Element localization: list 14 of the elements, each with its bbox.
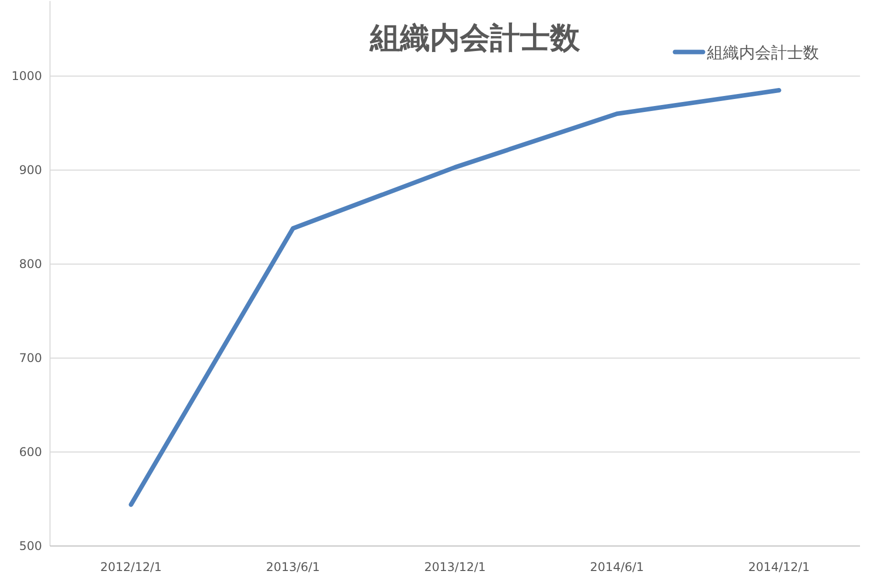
y-tick-label: 900 xyxy=(19,163,42,178)
x-tick-label: 2013/6/1 xyxy=(266,560,320,574)
y-tick-label: 600 xyxy=(19,445,42,460)
legend-label: 組織内会計士数 xyxy=(706,43,819,62)
y-tick-label: 500 xyxy=(19,539,42,553)
x-tick-label: 2013/12/1 xyxy=(424,560,486,574)
y-tick-label: 700 xyxy=(19,351,42,366)
y-tick-label: 800 xyxy=(19,257,42,272)
x-tick-label: 2012/12/1 xyxy=(100,560,162,574)
text: 組織内会計士数 xyxy=(369,21,581,56)
x-tick-label: 2014/6/1 xyxy=(590,560,644,574)
x-tick-label: 2014/12/1 xyxy=(748,560,810,574)
line-series xyxy=(128,88,782,507)
y-tick-label: 1000 xyxy=(11,69,42,84)
